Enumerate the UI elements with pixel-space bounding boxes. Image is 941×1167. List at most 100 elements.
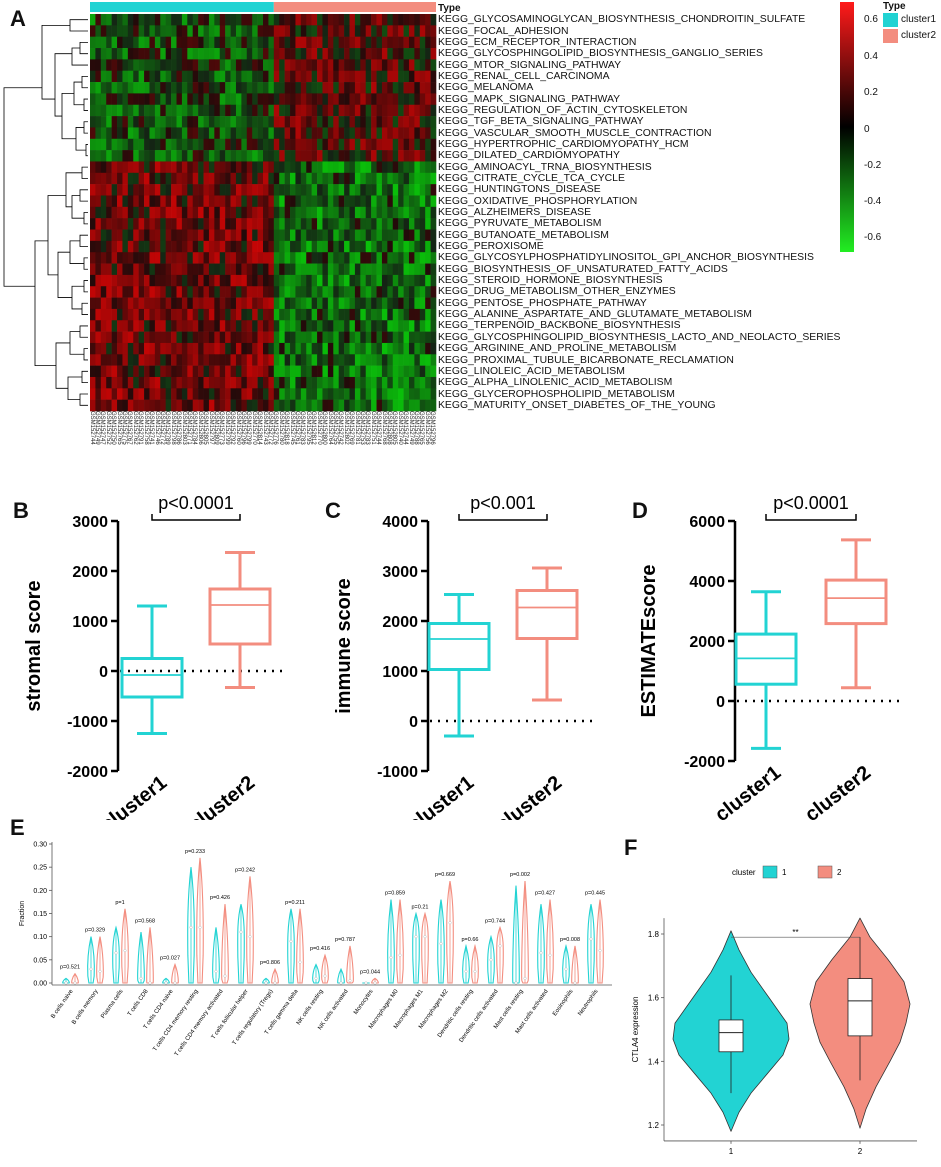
heatmap-cell — [208, 252, 215, 264]
heatmap-cell — [273, 331, 280, 344]
heatmap-cell — [290, 70, 296, 83]
heatmap-cell — [192, 376, 199, 389]
heatmap-cell — [230, 376, 237, 389]
heatmap-cell — [268, 206, 275, 219]
heatmap-cell — [414, 150, 421, 162]
heatmap-cell — [387, 116, 394, 128]
heatmap-cell — [246, 252, 253, 264]
heatmap-cell — [344, 82, 350, 94]
median-point — [64, 981, 68, 985]
heatmap-cell — [263, 127, 269, 140]
heatmap-cell — [430, 354, 437, 366]
heatmap-cell — [419, 263, 426, 276]
heatmap-cell — [171, 161, 177, 174]
heatmap-cell — [273, 229, 280, 242]
heatmap-cell — [203, 297, 210, 310]
heatmap-cell — [160, 286, 166, 298]
p-value-label: p=0.211 — [285, 900, 305, 906]
heatmap-cell — [203, 59, 210, 72]
heatmap-cell — [187, 297, 194, 310]
heatmap-cell — [414, 218, 421, 230]
heatmap-cell — [181, 342, 188, 355]
heatmap-cell — [90, 104, 96, 117]
heatmap-cell — [111, 161, 118, 174]
heatmap-cell — [360, 263, 367, 276]
heatmap-cell — [349, 297, 356, 310]
heatmap-cell — [333, 127, 339, 140]
median-point — [98, 969, 102, 973]
heatmap-cell — [192, 48, 199, 60]
heatmap-cell — [425, 399, 431, 412]
heatmap-cell — [284, 240, 291, 253]
heatmap-cell — [354, 48, 361, 60]
heatmap-cell — [381, 308, 388, 321]
heatmap-cell — [149, 365, 156, 378]
heatmap-cell — [408, 297, 415, 310]
pathway-label: KEGG_RENAL_CELL_CARCINOMA — [438, 70, 610, 82]
heatmap-cell — [371, 376, 377, 389]
heatmap-cell — [208, 116, 215, 128]
heatmap-cell — [225, 274, 231, 287]
heatmap-cell — [122, 150, 129, 162]
heatmap-cell — [176, 263, 183, 276]
heatmap-cell — [252, 138, 258, 151]
heatmap-cell — [408, 320, 415, 332]
heatmap-cell — [111, 104, 118, 117]
heatmap-cell — [403, 59, 410, 72]
pathway-label: KEGG_ALANINE_ASPARTATE_AND_GLUTAMATE_MET… — [438, 309, 752, 321]
heatmap-cell — [414, 93, 421, 106]
heatmap-cell — [317, 25, 323, 37]
heatmap-cell — [387, 172, 394, 185]
heatmap-cell — [235, 104, 242, 117]
heatmap-cell — [154, 172, 161, 185]
heatmap-cell — [144, 399, 150, 412]
heatmap-cell — [176, 93, 183, 106]
heatmap-panel — [3, 2, 437, 412]
heatmap-cell — [176, 331, 183, 344]
heatmap-cell — [95, 274, 102, 287]
heatmap-cell — [117, 36, 123, 49]
heatmap-cell — [414, 354, 421, 366]
heatmap-cell — [257, 274, 264, 287]
heatmap-cell — [219, 25, 226, 37]
heatmap-cell — [344, 161, 350, 174]
heatmap-cell — [387, 399, 394, 412]
heatmap-cell — [349, 365, 356, 378]
heatmap-cell — [208, 286, 215, 298]
heatmap-cell — [219, 14, 226, 26]
heatmap-cell — [371, 172, 377, 185]
heatmap-cell — [295, 218, 302, 230]
heatmap-cell — [208, 297, 215, 310]
significance-bracket — [765, 514, 857, 521]
p-value-label: p=0.859 — [385, 891, 405, 897]
heatmap-cell — [246, 184, 253, 196]
heatmap-cell — [106, 184, 112, 196]
heatmap-cell — [192, 93, 199, 106]
heatmap-cell — [165, 388, 172, 400]
heatmap-cell — [371, 252, 377, 264]
heatmap-cell — [371, 274, 377, 287]
heatmap-cell — [117, 161, 123, 174]
heatmap-cell — [235, 195, 242, 208]
heatmap-cell — [327, 59, 334, 72]
heatmap-cell — [208, 308, 215, 321]
heatmap-cell — [117, 342, 123, 355]
heatmap-cell — [414, 184, 421, 196]
heatmap-cell — [398, 365, 404, 378]
heatmap-cell — [403, 25, 410, 37]
panel-label-c: C — [325, 498, 341, 523]
heatmap-cell — [430, 116, 437, 128]
heatmap-cell — [360, 82, 367, 94]
heatmap-cell — [376, 116, 383, 128]
heatmap-cell — [360, 286, 367, 298]
heatmap-cell — [127, 127, 134, 140]
heatmap-cell — [365, 14, 372, 26]
heatmap-cell — [284, 93, 291, 106]
heatmap-cell — [106, 274, 112, 287]
heatmap-cell — [279, 218, 285, 230]
heatmap-cell — [284, 127, 291, 140]
heatmap-cell — [268, 263, 275, 276]
heatmap-cell — [192, 206, 199, 219]
heatmap-cell — [235, 150, 242, 162]
heatmap-cell — [225, 172, 231, 185]
